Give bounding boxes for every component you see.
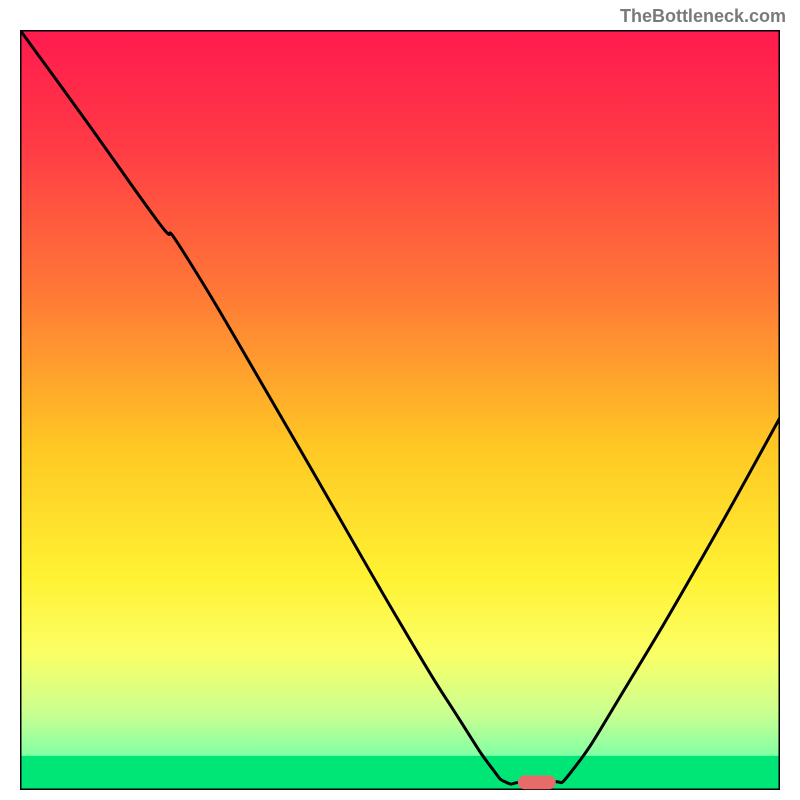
optimal-marker [518, 776, 556, 790]
green-band [20, 756, 780, 790]
watermark-text: TheBottleneck.com [620, 6, 786, 27]
chart-svg [20, 30, 780, 790]
gradient-background [20, 30, 780, 790]
bottleneck-curve-chart [20, 30, 780, 790]
